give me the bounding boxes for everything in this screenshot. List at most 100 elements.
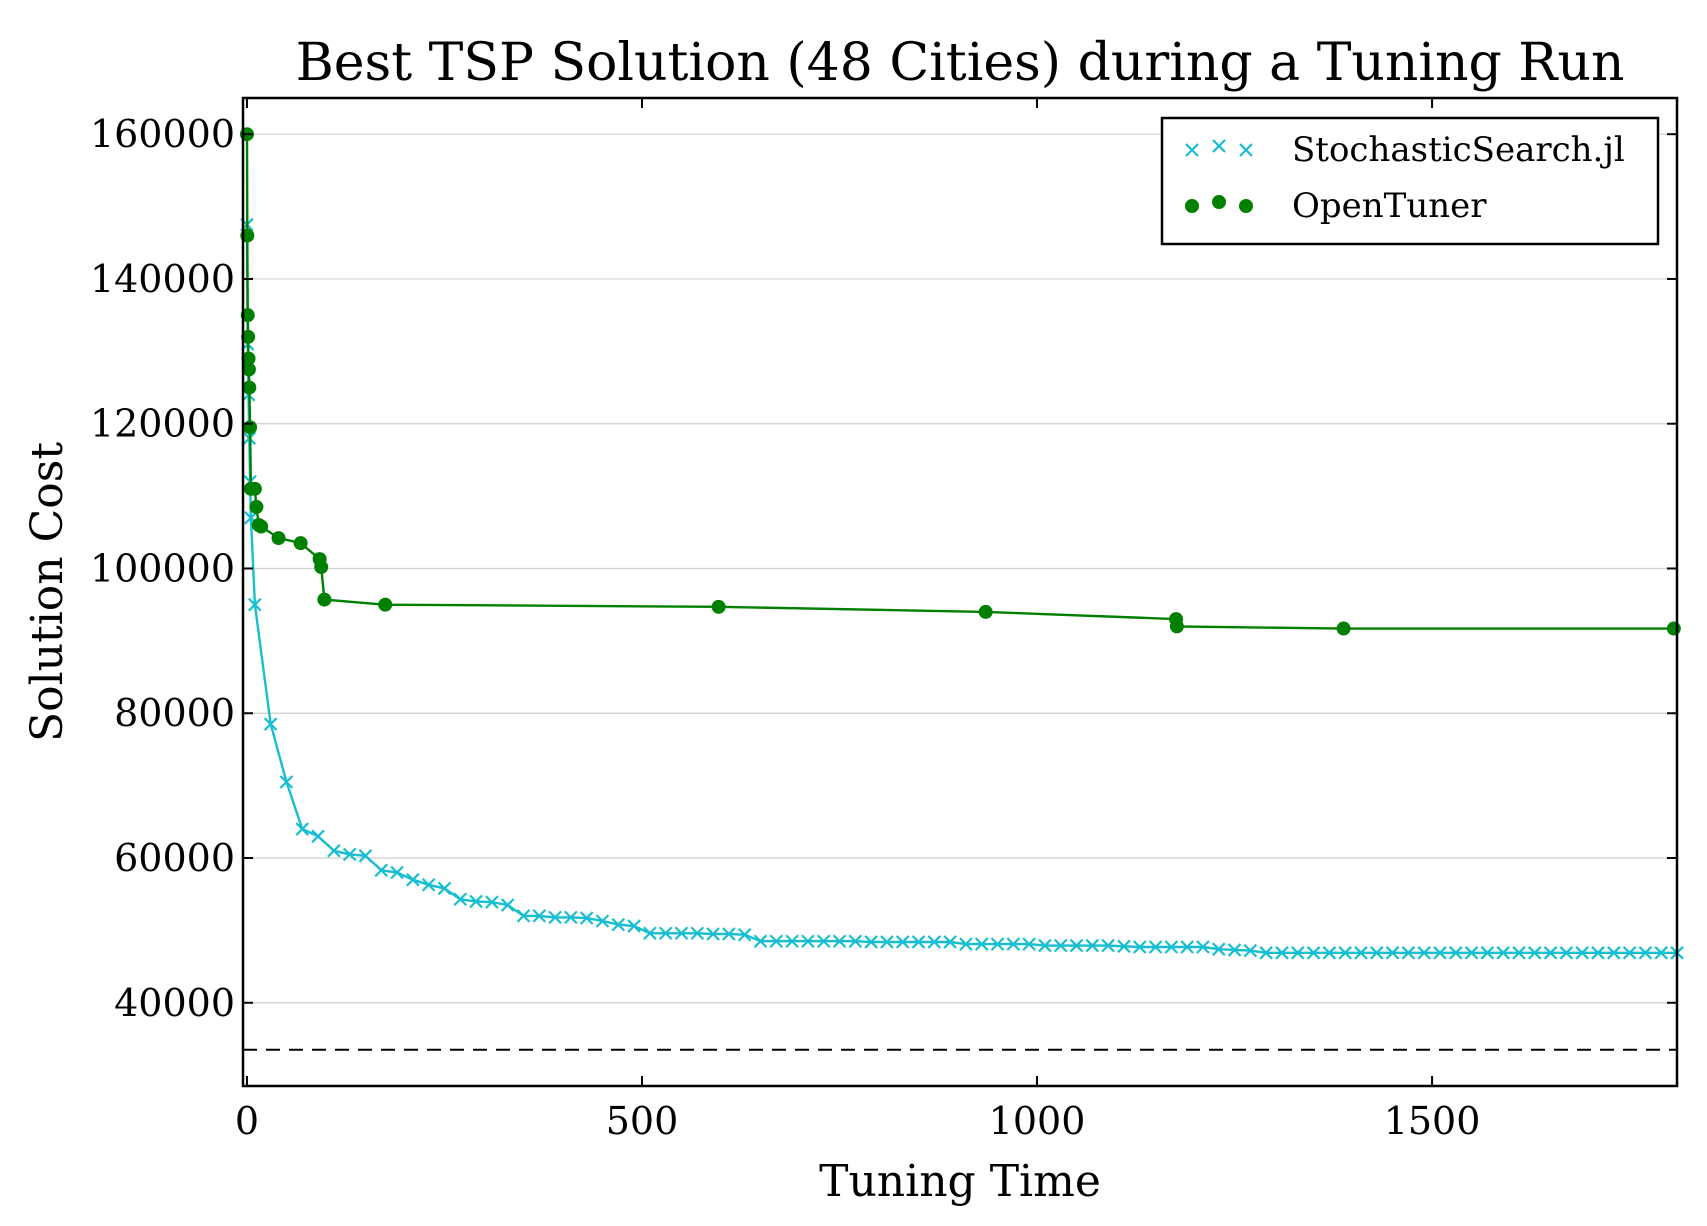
data-point-stochasticsearch — [421, 878, 436, 892]
data-point-stochasticsearch-stroke — [374, 863, 389, 878]
data-point-stochasticsearch-stroke — [974, 937, 989, 951]
data-point-stochasticsearch — [801, 934, 815, 949]
data-point-stochasticsearch — [358, 849, 373, 863]
data-point-stochasticsearch-stroke — [1243, 943, 1258, 958]
data-point-opentuner — [243, 420, 258, 435]
y-tick-label: 100000 — [90, 546, 235, 590]
data-point-stochasticsearch — [816, 934, 831, 949]
data-point-stochasticsearch-stroke — [911, 935, 926, 949]
data-point-stochasticsearch — [1528, 946, 1542, 960]
data-point-opentuner — [1169, 619, 1184, 634]
data-point-stochasticsearch-stroke — [1290, 946, 1305, 960]
data-point-stochasticsearch — [785, 934, 799, 949]
data-point-stochasticsearch-stroke — [1401, 946, 1416, 960]
data-point-stochasticsearch-stroke — [1448, 946, 1463, 960]
data-point-stochasticsearch — [1069, 938, 1084, 953]
y-tick-label: 40000 — [114, 981, 235, 1025]
data-point-stochasticsearch — [1196, 940, 1210, 954]
y-tick-label: 60000 — [114, 836, 235, 880]
data-point-stochasticsearch — [564, 910, 578, 925]
data-point-stochasticsearch — [1638, 946, 1653, 960]
data-point-stochasticsearch — [1401, 946, 1416, 960]
data-point-stochasticsearch-stroke — [358, 849, 373, 863]
data-point-stochasticsearch-stroke — [880, 935, 894, 949]
data-point-stochasticsearch-stroke — [611, 917, 626, 932]
data-point-stochasticsearch — [485, 895, 499, 909]
data-point-stochasticsearch — [959, 937, 973, 951]
data-point-stochasticsearch-stroke — [674, 926, 689, 941]
legend: StochasticSearch.jl OpenTuner — [1160, 116, 1660, 246]
data-point-stochasticsearch-stroke — [1211, 942, 1226, 956]
data-point-stochasticsearch — [1480, 946, 1495, 960]
data-point-stochasticsearch — [469, 894, 483, 909]
data-point-stochasticsearch — [1117, 939, 1131, 954]
data-point-stochasticsearch — [1022, 937, 1036, 951]
data-point-stochasticsearch-stroke — [895, 935, 910, 949]
data-point-stochasticsearch-stroke — [1022, 937, 1036, 951]
data-point-stochasticsearch-stroke — [864, 935, 878, 949]
data-point-stochasticsearch — [1417, 946, 1431, 960]
data-point-stochasticsearch-stroke — [327, 843, 341, 858]
series-layer — [239, 127, 1684, 960]
data-point-stochasticsearch — [1275, 946, 1289, 960]
data-point-stochasticsearch-stroke — [1369, 946, 1384, 960]
data-point-stochasticsearch — [295, 822, 310, 836]
data-point-stochasticsearch-stroke — [990, 937, 1005, 951]
data-point-stochasticsearch — [974, 937, 989, 951]
data-point-stochasticsearch-stroke — [943, 935, 957, 949]
data-point-stochasticsearch — [406, 872, 420, 887]
data-point-stochasticsearch — [437, 881, 452, 896]
data-point-stochasticsearch-stroke — [1101, 938, 1115, 953]
data-point-stochasticsearch — [722, 927, 736, 941]
data-point-opentuner — [314, 560, 329, 575]
data-point-stochasticsearch — [1496, 946, 1510, 960]
data-point-stochasticsearch-stroke — [1306, 946, 1321, 960]
legend-marker-glyph — [1185, 143, 1199, 157]
data-point-stochasticsearch-stroke — [1275, 946, 1289, 960]
data-point-stochasticsearch — [1543, 946, 1558, 960]
data-point-stochasticsearch — [895, 935, 910, 949]
data-point-stochasticsearch — [927, 935, 942, 949]
data-point-stochasticsearch — [658, 926, 673, 941]
x-tick-label: 0 — [235, 1099, 259, 1143]
series-line-stochasticsearch — [245, 224, 1677, 954]
data-point-stochasticsearch — [1369, 946, 1384, 960]
data-point-stochasticsearch — [1306, 946, 1321, 960]
data-point-stochasticsearch — [1464, 946, 1479, 960]
data-point-stochasticsearch-stroke — [690, 926, 705, 941]
data-point-stochasticsearch — [1433, 946, 1447, 960]
data-point-stochasticsearch — [1290, 946, 1305, 960]
x-axis-label: Tuning Time — [819, 1156, 1101, 1207]
data-point-stochasticsearch — [1385, 946, 1400, 960]
y-tick-label: 160000 — [90, 112, 235, 156]
data-point-stochasticsearch-stroke — [342, 847, 357, 862]
data-point-opentuner — [241, 329, 256, 344]
data-point-stochasticsearch — [1591, 946, 1605, 960]
data-point-opentuner — [271, 531, 286, 546]
data-point-stochasticsearch-stroke — [532, 909, 547, 923]
data-point-stochasticsearch-stroke — [248, 597, 262, 612]
data-point-stochasticsearch-stroke — [1559, 946, 1574, 960]
data-point-stochasticsearch-stroke — [927, 935, 942, 949]
data-point-stochasticsearch — [1512, 946, 1526, 960]
data-point-stochasticsearch-stroke — [1480, 946, 1495, 960]
data-point-opentuner — [317, 592, 332, 607]
legend-label-stochasticsearch: StochasticSearch.jl — [1292, 130, 1625, 170]
data-point-stochasticsearch — [990, 937, 1005, 951]
data-point-stochasticsearch-stroke — [1006, 937, 1021, 951]
data-point-stochasticsearch — [1227, 943, 1242, 957]
data-point-opentuner — [247, 481, 262, 496]
data-point-opentuner — [978, 604, 993, 619]
data-point-stochasticsearch-stroke — [390, 865, 404, 880]
data-point-stochasticsearch-stroke — [816, 934, 831, 949]
data-point-stochasticsearch — [311, 829, 325, 844]
data-point-stochasticsearch — [769, 934, 784, 949]
data-point-stochasticsearch — [1085, 938, 1100, 953]
data-point-stochasticsearch — [1575, 946, 1589, 960]
data-point-stochasticsearch-stroke — [769, 934, 784, 949]
x-tick-label: 500 — [606, 1099, 679, 1143]
data-point-stochasticsearch-stroke — [1227, 943, 1242, 957]
data-point-stochasticsearch-stroke — [1654, 946, 1668, 960]
data-point-stochasticsearch-stroke — [311, 829, 325, 844]
data-point-stochasticsearch — [1006, 937, 1021, 951]
